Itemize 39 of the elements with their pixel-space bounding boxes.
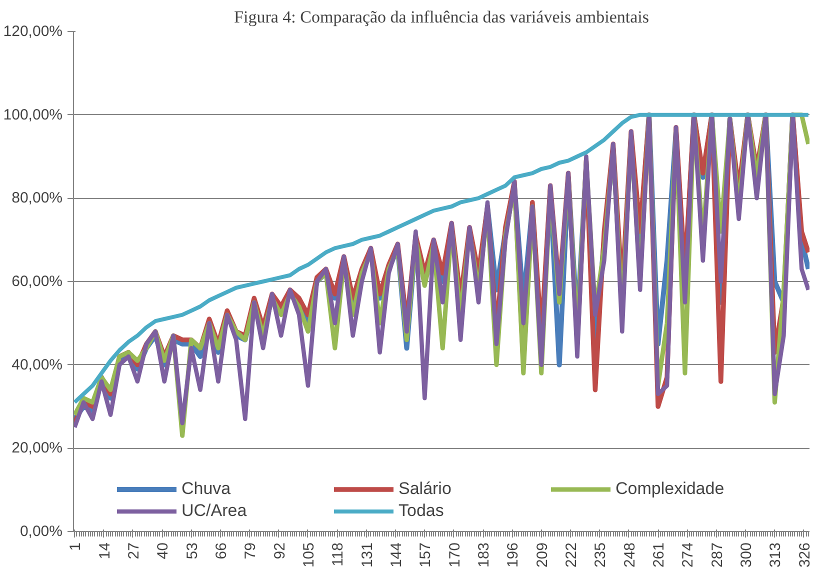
- y-tick-label: 40,00%: [12, 356, 62, 374]
- x-tick-label: 326: [796, 542, 814, 568]
- x-tick-label: 105: [300, 542, 318, 568]
- y-tick-label: 20,00%: [12, 440, 62, 457]
- x-tick-label: 1: [67, 542, 84, 551]
- x-tick-label: 40: [154, 542, 172, 560]
- y-tick-label: 80,00%: [12, 190, 62, 207]
- x-tick-label: 313: [767, 542, 784, 568]
- x-tick-label: 222: [563, 542, 580, 568]
- y-tick-label: 60,00%: [12, 273, 62, 290]
- x-tick-label: 196: [504, 542, 522, 568]
- x-tick-label: 274: [680, 542, 697, 568]
- x-tick-label: 92: [271, 542, 288, 560]
- legend-label: Salário: [398, 479, 452, 499]
- x-tick-label: 235: [592, 542, 610, 568]
- x-tick-label: 157: [417, 542, 434, 568]
- x-tick-label: 131: [358, 542, 376, 568]
- y-tick-label: 0,00%: [20, 523, 63, 540]
- y-tick-label: 100,00%: [3, 106, 62, 124]
- x-tick-label: 144: [388, 542, 405, 568]
- x-tick-label: 209: [534, 542, 551, 568]
- x-tick-label: 53: [184, 542, 201, 560]
- x-tick-label: 300: [738, 542, 756, 568]
- x-tick-label: 261: [650, 542, 668, 568]
- x-tick-label: 66: [212, 542, 230, 560]
- legend-label: UC/Area: [182, 501, 248, 521]
- y-tick-label: 120,00%: [3, 23, 62, 40]
- x-tick-label: 183: [476, 542, 493, 568]
- x-tick-label: 14: [96, 542, 114, 560]
- x-tick-label: 79: [242, 542, 260, 560]
- legend-label: Complexidade: [616, 479, 726, 499]
- x-tick-label: 248: [621, 542, 638, 568]
- x-tick-label: 170: [446, 542, 464, 568]
- legend-label: Todas: [398, 501, 445, 521]
- x-tick-label: 118: [330, 542, 347, 566]
- x-tick-label: 27: [125, 542, 142, 560]
- x-tick-label: 287: [708, 542, 726, 568]
- chart-title: Figura 4: Comparação da influência das variáveis ambientais: [234, 8, 649, 26]
- legend-label: Chuva: [182, 479, 232, 499]
